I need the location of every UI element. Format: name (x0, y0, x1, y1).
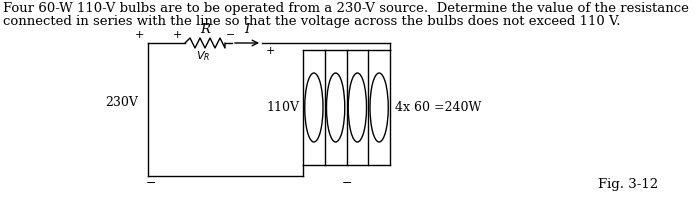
Text: −: − (342, 177, 351, 190)
Text: connected in series with the line so that the voltage across the bulbs does not : connected in series with the line so tha… (3, 15, 620, 28)
Text: R: R (200, 23, 210, 36)
Ellipse shape (370, 73, 388, 142)
Ellipse shape (304, 73, 323, 142)
Text: $V_R$: $V_R$ (196, 49, 210, 63)
Text: +: + (173, 30, 182, 40)
Text: I: I (244, 23, 250, 36)
Text: +: + (134, 30, 144, 40)
Ellipse shape (348, 73, 367, 142)
Text: Four 60-W 110-V bulbs are to be operated from a 230-V source.  Determine the val: Four 60-W 110-V bulbs are to be operated… (3, 2, 689, 15)
Text: 4x 60 =240W: 4x 60 =240W (395, 101, 482, 114)
Text: −: − (146, 177, 157, 190)
Text: −: − (226, 30, 235, 40)
Text: 110V: 110V (266, 101, 299, 114)
Text: 230V: 230V (105, 96, 138, 109)
Text: +: + (266, 46, 275, 56)
Ellipse shape (326, 73, 345, 142)
Text: Fig. 3-12: Fig. 3-12 (598, 178, 658, 191)
